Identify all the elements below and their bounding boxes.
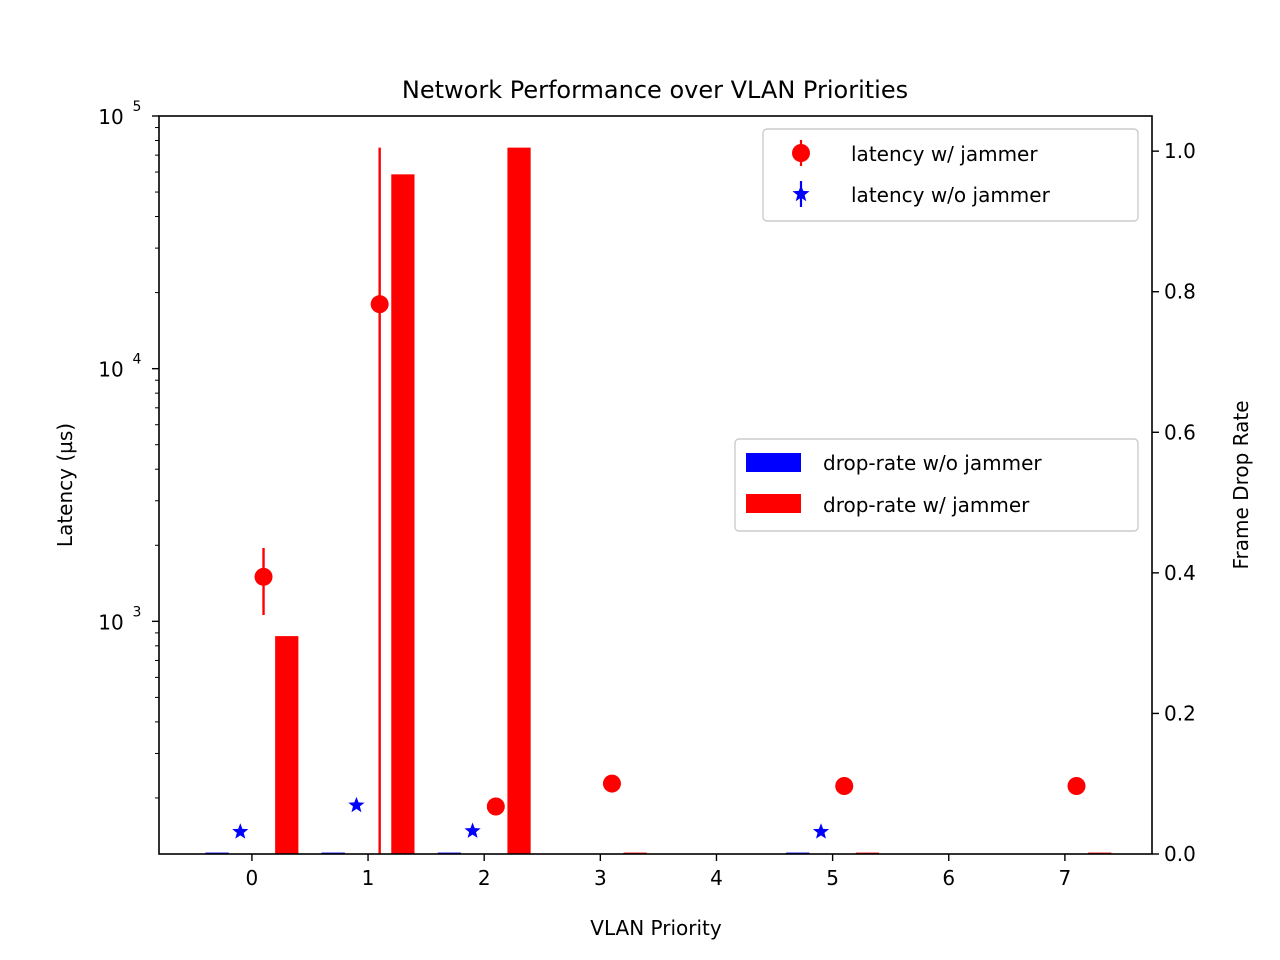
bars-layer — [205, 147, 1112, 855]
x-axis-label: VLAN Priority — [590, 916, 722, 940]
legend-label-drop-jammer: drop-rate w/ jammer — [823, 493, 1030, 517]
y-axis-label-left: Latency (µs) — [53, 423, 77, 547]
x-tick-label-3: 3 — [594, 866, 607, 890]
x-tick-label-0: 0 — [246, 866, 259, 890]
legend-latency: latency w/ jammer latency w/o jammer — [762, 128, 1139, 222]
latency-point-0-4 — [835, 777, 854, 795]
plot-area-frame — [158, 115, 1153, 855]
markers-layer — [232, 295, 1086, 839]
y-right-tick-label-0: 0.0 — [1164, 842, 1196, 866]
drop-bar-1-1 — [391, 174, 415, 855]
latency-point-0-2 — [486, 797, 505, 816]
x-tick-label-1: 1 — [362, 866, 375, 890]
y-axis-label-right: Frame Drop Rate — [1229, 400, 1253, 569]
y-left-tick-exp-1: 4 — [133, 352, 142, 368]
x-tick-label-6: 6 — [942, 866, 955, 890]
chart-title: Network Performance over VLAN Priorities — [402, 76, 908, 104]
y-right-tick-label-3: 0.6 — [1164, 420, 1196, 444]
y-right-axis: 0.0 0.2 0.4 0.6 0.8 1.0 — [1152, 139, 1196, 866]
latency-point-0-1 — [370, 295, 389, 314]
legend-marker-circle-red — [792, 144, 810, 162]
legend-droprate-frame — [734, 438, 1139, 532]
y-right-tick-label-1: 0.2 — [1164, 701, 1196, 725]
drop-bar-1-0 — [275, 636, 299, 854]
drop-bar-1-2 — [507, 147, 531, 854]
legend-latency-frame — [762, 128, 1139, 222]
y-left-tick-base-2: 10 — [98, 105, 123, 129]
x-axis: 0 1 2 3 4 5 6 7 — [246, 854, 1072, 890]
latency-point-1-2 — [464, 822, 481, 838]
x-tick-label-7: 7 — [1059, 866, 1072, 890]
legend-swatch-red — [746, 494, 801, 513]
latency-point-0-5 — [1067, 777, 1086, 795]
latency-point-1-0 — [232, 823, 249, 839]
legend-label-latency-nojammer: latency w/o jammer — [851, 183, 1051, 207]
y-left-axis: 10 3 10 4 10 5 — [98, 99, 159, 799]
latency-point-0-3 — [602, 774, 621, 793]
latency-point-1-3 — [812, 823, 830, 839]
latency-point-1-1 — [348, 796, 365, 813]
x-tick-label-2: 2 — [478, 866, 491, 890]
y-right-tick-label-5: 1.0 — [1164, 139, 1196, 163]
y-right-tick-label-2: 0.4 — [1164, 561, 1196, 585]
legend-droprate: drop-rate w/o jammer drop-rate w/ jammer — [734, 438, 1139, 532]
y-left-tick-exp-2: 5 — [133, 99, 142, 115]
legend-label-latency-jammer: latency w/ jammer — [851, 142, 1038, 166]
y-left-tick-exp-0: 3 — [133, 604, 142, 620]
legend-marker-star-blue — [792, 185, 810, 202]
y-right-tick-label-4: 0.8 — [1164, 280, 1196, 304]
legend-swatch-blue — [746, 453, 801, 472]
latency-point-0-0 — [254, 567, 273, 586]
y-left-tick-base-0: 10 — [98, 610, 123, 634]
x-tick-label-4: 4 — [710, 866, 723, 890]
y-left-tick-base-1: 10 — [98, 358, 123, 382]
x-tick-label-5: 5 — [826, 866, 839, 890]
legend-label-drop-nojammer: drop-rate w/o jammer — [823, 451, 1042, 475]
